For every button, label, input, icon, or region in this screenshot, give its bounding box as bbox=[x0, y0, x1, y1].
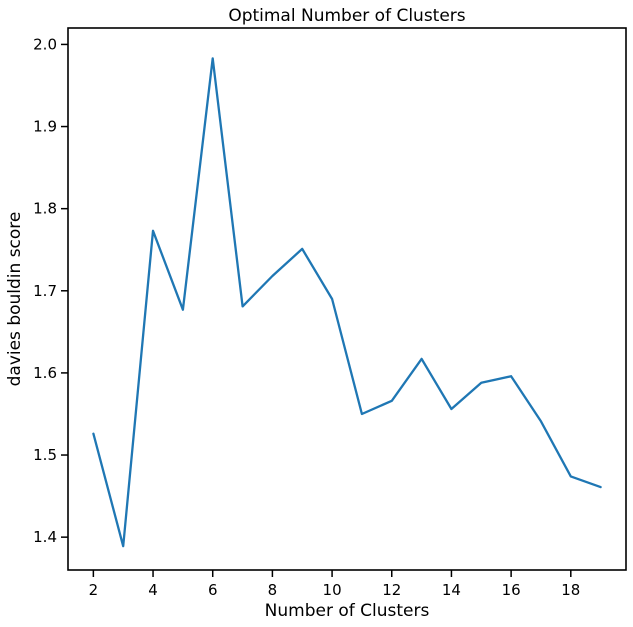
x-tick-label: 18 bbox=[561, 581, 580, 599]
y-axis-label: davies bouldin score bbox=[5, 212, 25, 387]
x-tick-label: 10 bbox=[323, 581, 342, 599]
y-tick-label: 2.0 bbox=[33, 35, 57, 53]
y-tick-label: 1.9 bbox=[33, 118, 57, 136]
x-tick-label: 4 bbox=[148, 581, 158, 599]
x-tick-label: 6 bbox=[208, 581, 218, 599]
plot-frame bbox=[67, 27, 627, 571]
x-tick-label: 8 bbox=[268, 581, 278, 599]
x-tick-label: 16 bbox=[502, 581, 521, 599]
x-axis-label: Number of Clusters bbox=[265, 601, 430, 621]
axis-ticks: 2 4 6 8 10 12 14 16 18 1.4 1.5 1.6 1.7 1.8 1.9 2.0 bbox=[33, 35, 580, 599]
x-tick-label: 2 bbox=[89, 581, 99, 599]
y-tick-label: 1.7 bbox=[33, 282, 57, 300]
x-tick-label: 12 bbox=[382, 581, 401, 599]
series-line bbox=[92, 57, 602, 548]
y-tick-label: 1.4 bbox=[33, 528, 57, 546]
y-tick-label: 1.6 bbox=[33, 364, 57, 382]
x-tick-label: 14 bbox=[442, 581, 461, 599]
chart-title: Optimal Number of Clusters bbox=[228, 6, 465, 26]
y-tick-label: 1.5 bbox=[33, 446, 57, 464]
y-tick-label: 1.8 bbox=[33, 200, 57, 218]
